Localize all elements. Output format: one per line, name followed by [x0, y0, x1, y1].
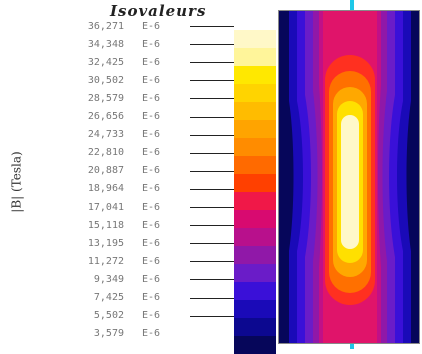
legend-leader-line: [190, 225, 234, 226]
legend-exponent: E-6: [142, 92, 161, 104]
legend-leader-line: [190, 316, 234, 317]
bottom-marker: [350, 343, 354, 349]
legend-exponent: E-6: [142, 237, 161, 249]
legend-leader-line: [190, 279, 234, 280]
legend-value: 18,964: [87, 183, 124, 195]
color-swatch: [234, 282, 276, 300]
legend-leader-line: [190, 298, 234, 299]
legend-value: 32,425: [87, 56, 124, 68]
legend-leader-line: [190, 207, 234, 208]
legend-leader-line: [190, 117, 234, 118]
legend-row: 9,349 E-6: [44, 272, 172, 286]
legend-value: 36,271: [87, 20, 124, 32]
legend-leader-line: [190, 189, 234, 190]
legend-exponent: E-6: [142, 147, 161, 159]
field-band-11: [341, 115, 359, 249]
legend-value: 24,733: [87, 129, 124, 141]
color-swatch: [234, 246, 276, 264]
color-swatch: [234, 48, 276, 66]
color-scale: [234, 30, 276, 354]
legend-exponent: E-6: [142, 273, 161, 285]
legend-value: 22,810: [87, 147, 124, 159]
color-swatch: [234, 174, 276, 192]
legend-row: 7,425 E-6: [44, 291, 172, 305]
legend-leader-line: [190, 153, 234, 154]
legend-leader-line: [190, 135, 234, 136]
legend-row: 18,964 E-6: [44, 182, 172, 196]
legend-exponent: E-6: [142, 310, 161, 322]
color-swatch: [234, 156, 276, 174]
legend-value: 13,195: [87, 237, 124, 249]
color-swatch: [234, 102, 276, 120]
legend-exponent: E-6: [142, 183, 161, 195]
color-swatch: [234, 192, 276, 210]
legend-value: 11,272: [87, 255, 124, 267]
color-swatch: [234, 318, 276, 336]
legend-exponent: E-6: [142, 20, 161, 32]
legend-value: 17,041: [87, 201, 124, 213]
legend-value: 15,118: [87, 219, 124, 231]
chart-title: Isovaleurs: [110, 2, 207, 20]
legend-leader-line: [190, 80, 234, 81]
legend-exponent: E-6: [142, 201, 161, 213]
legend-exponent: E-6: [142, 56, 161, 68]
legend-row: 17,041 E-6: [44, 200, 172, 214]
legend-value: 5,502: [93, 310, 124, 322]
legend-exponent: E-6: [142, 111, 161, 122]
legend-leader-line: [190, 62, 234, 63]
color-swatch: [234, 120, 276, 138]
legend-value: 26,656: [87, 111, 124, 122]
legend-leader-line: [190, 98, 234, 99]
legend-value: 20,887: [87, 165, 124, 177]
legend-row: 20,887 E-6: [44, 164, 172, 178]
legend-leader-line: [190, 44, 234, 45]
legend-row: 5,502 E-6: [44, 309, 172, 323]
top-marker: [350, 0, 354, 10]
legend-leader-line: [190, 26, 234, 27]
axis-label: |B| (Tesla): [9, 151, 24, 213]
color-swatch: [234, 66, 276, 84]
legend-leader-line: [190, 261, 234, 262]
legend-value: 34,348: [87, 38, 124, 50]
legend-exponent: E-6: [142, 219, 161, 231]
legend-value: 28,579: [87, 92, 124, 104]
legend-row: 32,425 E-6: [44, 55, 172, 69]
legend-row: 13,195 E-6: [44, 236, 172, 250]
legend-row: 26,656 E-6: [44, 110, 172, 124]
legend-value: 7,425: [93, 292, 124, 303]
color-swatch: [234, 84, 276, 102]
field-map: [278, 10, 420, 344]
legend-leader-line: [190, 171, 234, 172]
legend-exponent: E-6: [142, 129, 161, 141]
field-map-svg: [279, 11, 419, 343]
color-swatch: [234, 138, 276, 156]
legend-leader-line: [190, 243, 234, 244]
legend-exponent: E-6: [142, 165, 161, 177]
legend-value: 30,502: [87, 74, 124, 86]
legend-exponent: E-6: [142, 328, 161, 340]
color-swatch: [234, 228, 276, 246]
legend-row: 30,502 E-6: [44, 73, 172, 87]
color-swatch: [234, 300, 276, 318]
legend-row: 24,733 E-6: [44, 128, 172, 142]
legend-row: 36,271 E-6: [44, 19, 172, 33]
legend-row: 22,810 E-6: [44, 146, 172, 160]
color-swatch: [234, 336, 276, 354]
legend-value: 9,349: [93, 273, 124, 285]
legend-value: 3,579: [93, 328, 124, 340]
legend-exponent: E-6: [142, 255, 161, 267]
legend-exponent: E-6: [142, 38, 161, 50]
legend-row: 3,579 E-6: [44, 327, 172, 341]
legend-row: 28,579 E-6: [44, 91, 172, 105]
color-swatch: [234, 30, 276, 48]
legend-row: 34,348 E-6: [44, 37, 172, 51]
legend-exponent: E-6: [142, 292, 161, 303]
color-swatch: [234, 210, 276, 228]
color-swatch: [234, 264, 276, 282]
legend-exponent: E-6: [142, 74, 161, 86]
legend-row: 15,118 E-6: [44, 218, 172, 232]
legend-row: 11,272 E-6: [44, 254, 172, 268]
